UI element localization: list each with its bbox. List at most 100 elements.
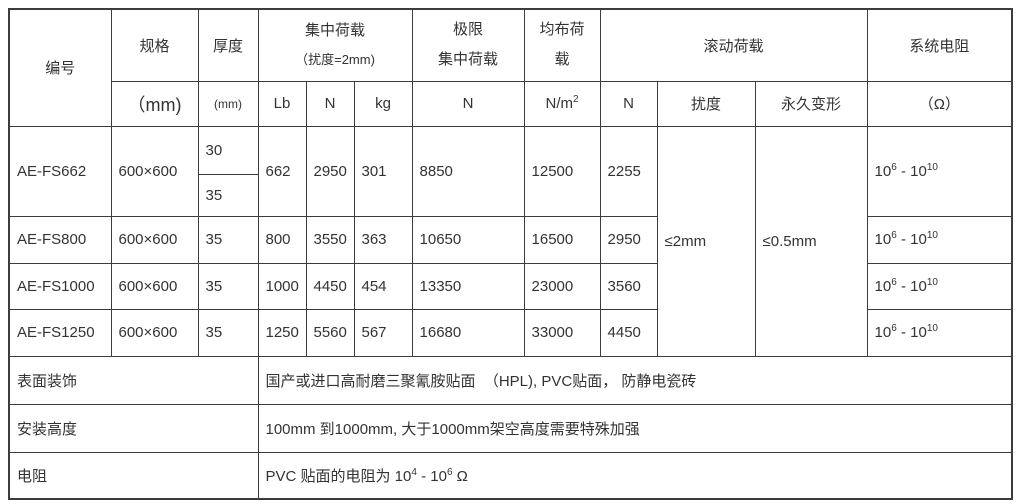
res-exp1: 6	[891, 323, 897, 334]
footer-surface-label: 表面装饰	[8, 355, 259, 405]
cell-distributed: 33000	[523, 308, 601, 357]
header-thickness-unit: (mm)	[197, 80, 259, 127]
footer-height-label: 安装高度	[8, 403, 259, 453]
header-row-1: 编号 规格 厚度 集中荷载 （扰度=2mm) 极限 集中荷载 均布荷 载 滚动荷…	[8, 8, 1013, 127]
res-exp2: 10	[926, 161, 938, 173]
cell-thickness-top: 30	[197, 125, 259, 175]
cell-ultimate-n: 16680	[411, 308, 525, 357]
cell-n: 4450	[305, 262, 355, 310]
res-base1: 10	[874, 231, 892, 248]
cell-kg: 301	[353, 125, 413, 217]
cell-spec: 600×600	[110, 125, 199, 217]
cell-id: AE-FS662	[8, 125, 112, 217]
header-ultimate-unit: N	[411, 80, 525, 127]
ultimate-load-line1: 极限	[453, 21, 484, 39]
concentrated-load-note: （扰度=2mm)	[295, 52, 375, 68]
cell-lb: 1000	[257, 262, 307, 310]
header-distributed-load: 均布荷 载	[523, 8, 601, 82]
data-row-ae-fs800: AE-FS800 600×600 35 800 3550 363 10650 1…	[8, 215, 1013, 264]
cell-n: 3550	[305, 215, 355, 264]
header-unit-kg: kg	[353, 80, 413, 127]
header-rolling-unit-n: N	[599, 80, 658, 127]
cell-rolling-deflection-merged: ≤2mm	[656, 125, 756, 357]
cell-distributed: 12500	[523, 125, 601, 217]
distributed-unit-base: N/m	[545, 95, 574, 112]
ultimate-load-line2: 集中荷载	[438, 51, 499, 69]
cell-ultimate-n: 8850	[411, 125, 525, 217]
res-base1: 10	[874, 277, 892, 295]
cell-n: 5560	[305, 308, 355, 357]
cell-thickness: 35	[197, 215, 259, 264]
footer-row-surface: 表面装饰 国产或进口高耐磨三聚氰胺贴面 （HPL), PVC贴面， 防静电瓷砖	[8, 355, 1013, 405]
cell-id: AE-FS1250	[8, 308, 112, 357]
footer-height-value: 100mm 到1000mm, 大于1000mm架空高度需要特殊加强	[257, 403, 1013, 453]
cell-lb: 662	[257, 125, 307, 217]
cell-id: AE-FS1000	[8, 262, 112, 310]
header-ultimate-load: 极限 集中荷载	[411, 8, 525, 82]
footer-resistance-label: 电阻	[8, 451, 259, 500]
distributed-unit-sup: 2	[573, 94, 579, 105]
distributed-load-line1: 均布荷	[539, 21, 585, 39]
res-note-exp2: 6	[446, 466, 453, 478]
cell-n: 2950	[305, 125, 355, 217]
res-exp1: 6	[891, 276, 897, 288]
cell-system-resistance: 106 - 1010	[866, 308, 1013, 357]
cell-rolling-permanent-merged: ≤0.5mm	[754, 125, 868, 357]
cell-spec: 600×600	[110, 262, 199, 310]
res-exp1: 6	[891, 230, 897, 241]
cell-rolling-n: 2950	[599, 215, 658, 264]
res-base1: 10	[874, 324, 892, 341]
data-row-ae-fs662-sub: 35	[9, 173, 1012, 217]
concentrated-load-title: 集中荷载	[305, 22, 366, 40]
res-note-prefix: PVC 贴面的电阻为 10	[265, 467, 412, 485]
cell-thickness-bottom: 35	[197, 173, 259, 217]
footer-row-height: 安装高度 100mm 到1000mm, 大于1000mm架空高度需要特殊加强	[8, 403, 1013, 453]
header-concentrated-load: 集中荷载 （扰度=2mm)	[257, 8, 413, 82]
res-note-suffix: Ω	[452, 467, 468, 485]
data-row-ae-fs662: AE-FS662 600×600 30 662 2950 301 8850 12…	[8, 125, 1013, 357]
header-unit-n: N	[305, 80, 355, 127]
cell-spec: 600×600	[110, 308, 199, 357]
res-base1: 10	[874, 162, 892, 180]
res-note-mid: - 10	[416, 467, 447, 485]
header-unit-lb: Lb	[257, 80, 307, 127]
cell-lb: 1250	[257, 308, 307, 357]
floor-spec-table: 编号 规格 厚度 集中荷载 （扰度=2mm) 极限 集中荷载 均布荷 载 滚动荷…	[8, 8, 1014, 500]
cell-id: AE-FS800	[8, 215, 112, 264]
cell-ultimate-n: 13350	[411, 262, 525, 310]
cell-lb: 800	[257, 215, 307, 264]
header-distributed-unit: N/m2	[523, 80, 601, 127]
cell-spec: 600×600	[110, 215, 199, 264]
cell-rolling-n: 3560	[599, 262, 658, 310]
cell-distributed: 16500	[523, 215, 601, 264]
cell-rolling-n: 2255	[599, 125, 658, 217]
header-system-resistance-unit: （Ω）	[866, 80, 1013, 127]
res-mid: - 10	[896, 162, 927, 180]
footer-row-resistance: 电阻 PVC 贴面的电阻为 104 - 106 Ω	[8, 451, 1013, 500]
header-rolling-permanent: 永久变形	[754, 80, 868, 127]
cell-ultimate-n: 10650	[411, 215, 525, 264]
cell-thickness: 35	[197, 308, 259, 357]
res-exp2: 10	[926, 323, 938, 334]
res-mid: - 10	[896, 324, 927, 341]
header-system-resistance: 系统电阻	[866, 8, 1013, 82]
header-spec: 规格	[110, 8, 199, 82]
header-rolling-deflection: 扰度	[656, 80, 756, 127]
res-exp2: 10	[926, 276, 938, 288]
cell-rolling-n: 4450	[599, 308, 658, 357]
header-id: 编号	[8, 8, 112, 127]
data-row-ae-fs1000: AE-FS1000 600×600 35 1000 4450 454 13350…	[8, 262, 1013, 310]
data-row-ae-fs1250: AE-FS1250 600×600 35 1250 5560 567 16680…	[8, 308, 1013, 357]
header-rolling-load: 滚动荷载	[599, 8, 868, 82]
res-mid: - 10	[896, 277, 927, 295]
cell-kg: 567	[353, 308, 413, 357]
res-exp2: 10	[926, 230, 938, 241]
header-row-2: （mm) (mm) Lb N kg N N/m2 N 扰度 永久变形 （Ω）	[9, 80, 1013, 127]
cell-system-resistance: 106 - 1010	[866, 215, 1013, 264]
cell-system-resistance: 106 - 1010	[866, 262, 1013, 310]
header-thickness: 厚度	[197, 8, 259, 82]
res-note-exp1: 4	[411, 466, 417, 478]
footer-surface-value: 国产或进口高耐磨三聚氰胺贴面 （HPL), PVC贴面， 防静电瓷砖	[257, 355, 1013, 405]
header-spec-unit: （mm)	[110, 80, 199, 127]
